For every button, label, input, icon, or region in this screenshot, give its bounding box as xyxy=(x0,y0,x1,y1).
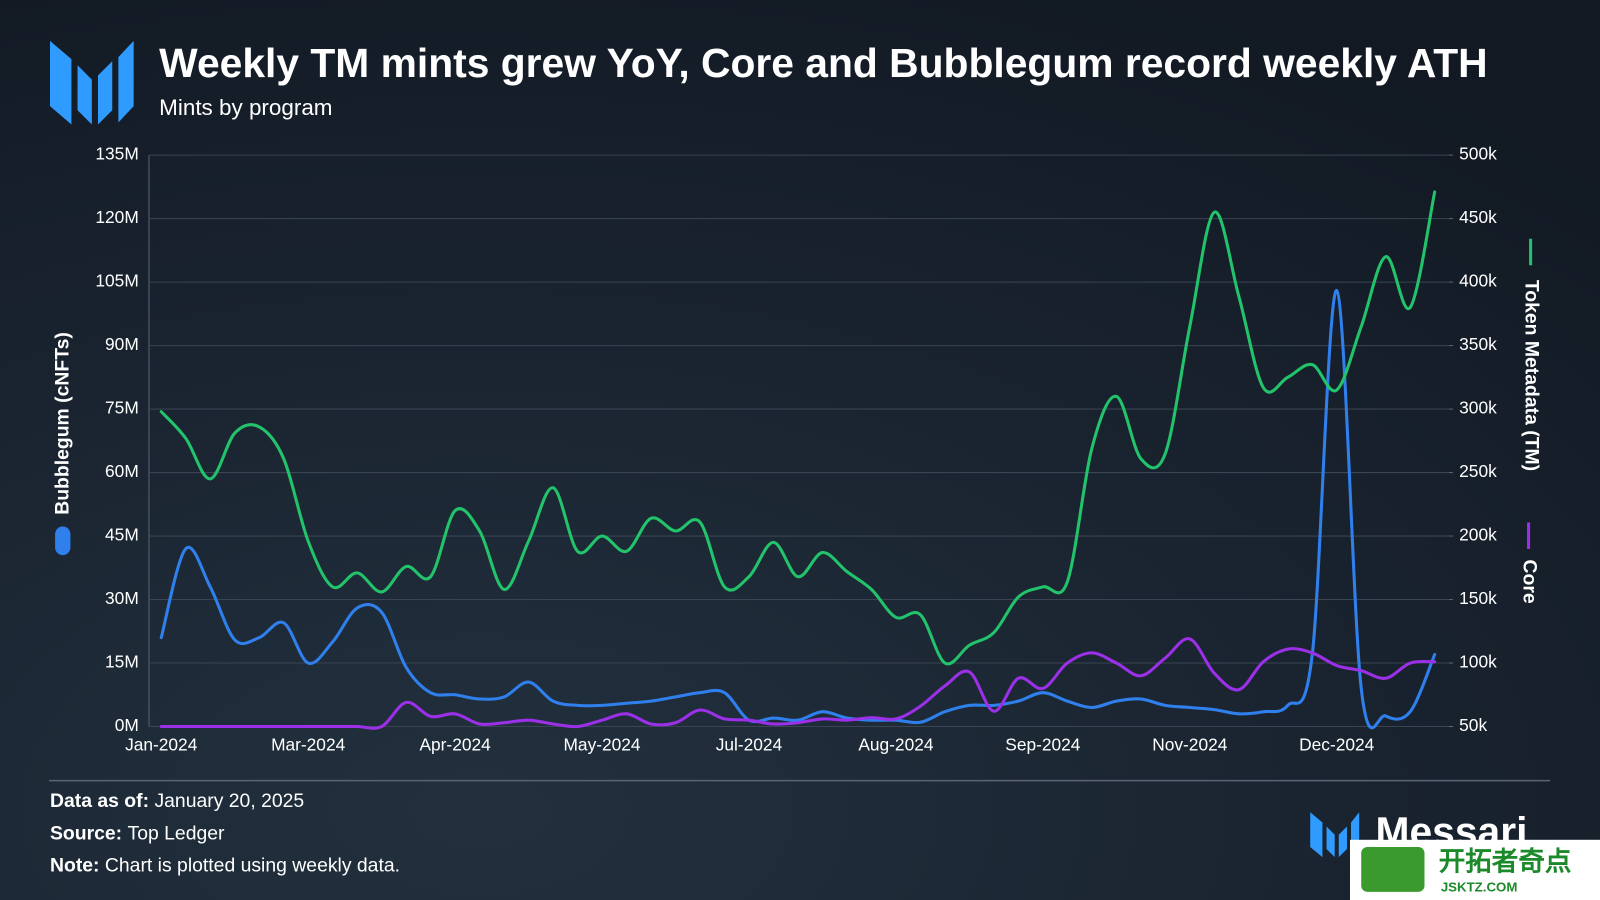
y2-tick-label: 50k xyxy=(1459,715,1487,735)
watermark-url: JSKTZ.COM xyxy=(1441,879,1518,894)
x-tick-label: Jan-2024 xyxy=(125,734,198,754)
footer-date: Data as of: January 20, 2025 xyxy=(50,790,304,812)
watermark: 开拓者奇点 JSKTZ.COM xyxy=(1350,839,1600,900)
chart-subtitle: Mints by program xyxy=(159,95,332,120)
y-tick-label: 120M xyxy=(95,207,138,227)
y2-tick-label: 100k xyxy=(1459,652,1497,672)
x-tick-label: Sep-2024 xyxy=(1005,734,1081,754)
y-tick-label: 135M xyxy=(95,144,138,164)
x-tick-label: Dec-2024 xyxy=(1299,734,1374,754)
legend-swatch xyxy=(55,526,71,556)
y2-axis-legend: Token Metadata (TM) xyxy=(1520,280,1542,471)
y2-tick-label: 500k xyxy=(1459,144,1497,164)
footer-label: Data as of: xyxy=(50,790,149,812)
y2-axis-legend: Core xyxy=(1518,560,1540,604)
x-tick-label: Nov-2024 xyxy=(1152,734,1227,754)
y-tick-label: 45M xyxy=(105,525,139,545)
footer-source: Source: Top Ledger xyxy=(50,823,225,845)
series-line xyxy=(159,637,1437,730)
brand-logo xyxy=(1310,812,1360,858)
footer-note: Note: Chart is plotted using weekly data… xyxy=(50,854,400,876)
footer-label: Note: xyxy=(50,854,100,876)
y2-tick-label: 300k xyxy=(1459,398,1497,418)
y2-tick-label: 450k xyxy=(1459,207,1497,227)
y2-tick-label: 250k xyxy=(1459,461,1497,481)
x-tick-label: Apr-2024 xyxy=(419,734,491,754)
footer-value: Chart is plotted using weekly data. xyxy=(105,854,400,876)
watermark-text: 开拓者奇点 xyxy=(1439,846,1572,876)
footer-value: January 20, 2025 xyxy=(154,790,304,812)
chart-title: Weekly TM mints grew YoY, Core and Bubbl… xyxy=(159,40,1487,86)
x-tick-label: Mar-2024 xyxy=(271,734,346,754)
y2-tick-label: 400k xyxy=(1459,271,1497,291)
x-tick-label: Jul-2024 xyxy=(716,734,783,754)
y-tick-label: 75M xyxy=(105,398,139,418)
y-tick-label: 105M xyxy=(95,271,138,291)
x-tick-label: Aug-2024 xyxy=(858,734,934,754)
logo xyxy=(50,40,134,125)
series-line xyxy=(159,190,1437,666)
y-tick-label: 0M xyxy=(115,715,139,735)
y-axis-legend: Bubblegum (cNFTs) xyxy=(51,332,73,515)
x-tick-label: May-2024 xyxy=(564,734,641,754)
y2-tick-label: 200k xyxy=(1459,525,1497,545)
watermark-icon xyxy=(1361,846,1425,892)
footer-label: Source: xyxy=(50,823,122,845)
y-tick-label: 15M xyxy=(105,652,139,672)
series-line xyxy=(159,289,1437,730)
y-tick-label: 30M xyxy=(105,588,139,608)
footer-value: Top Ledger xyxy=(128,823,225,845)
y2-tick-label: 350k xyxy=(1459,334,1497,354)
y2-tick-label: 150k xyxy=(1459,588,1497,608)
y-tick-label: 60M xyxy=(105,461,139,481)
y-tick-label: 90M xyxy=(105,334,139,354)
